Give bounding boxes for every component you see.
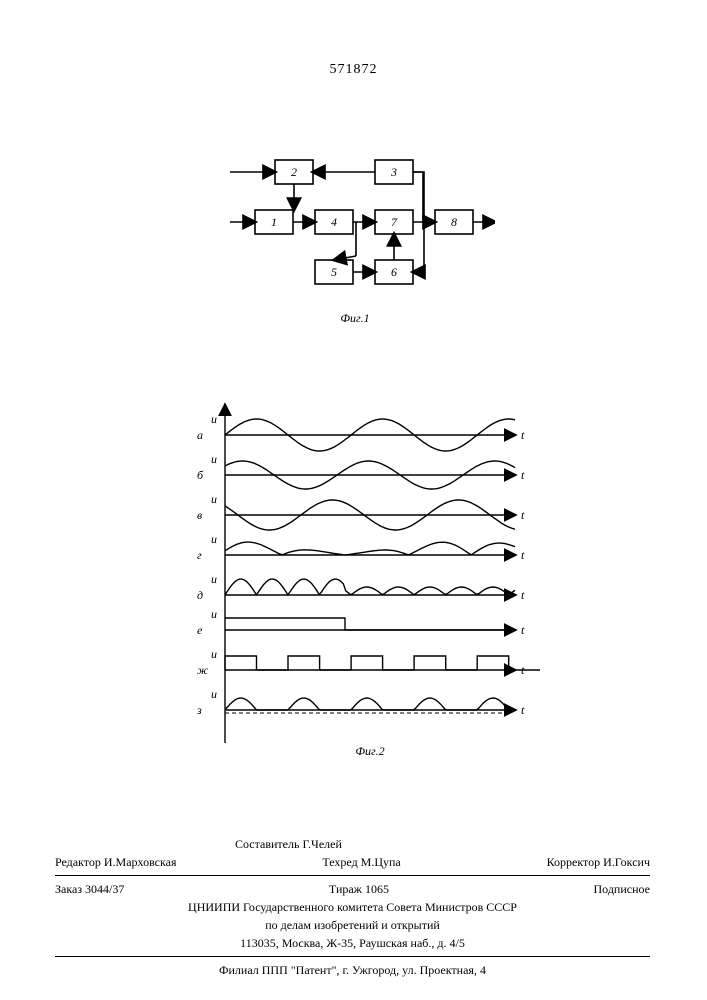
- svg-text:u: u: [211, 452, 217, 466]
- svg-text:4: 4: [331, 215, 337, 229]
- svg-text:u: u: [211, 492, 217, 506]
- svg-text:2: 2: [291, 165, 297, 179]
- svg-text:3: 3: [390, 165, 397, 179]
- svg-text:t: t: [521, 703, 525, 717]
- svg-text:t: t: [521, 588, 525, 602]
- branch-line: Филиал ППП "Патент", г. Ужгород, ул. Про…: [55, 961, 650, 979]
- svg-text:u: u: [211, 532, 217, 546]
- svg-text:u: u: [211, 412, 217, 426]
- svg-text:t: t: [521, 548, 525, 562]
- svg-text:t: t: [521, 428, 525, 442]
- svg-text:в: в: [197, 508, 202, 522]
- corrector-label: Корректор И.Гоксич: [547, 853, 650, 871]
- podpisnoe-label: Подписное: [594, 880, 651, 898]
- svg-text:5: 5: [331, 265, 337, 279]
- svg-text:t: t: [521, 623, 525, 637]
- svg-text:б: б: [197, 468, 204, 482]
- svg-text:u: u: [211, 687, 217, 701]
- order-label: Заказ 3044/37: [55, 880, 124, 898]
- footer-rule-2: [55, 956, 650, 957]
- svg-text:t: t: [521, 508, 525, 522]
- org-line-1: ЦНИИПИ Государственного комитета Совета …: [55, 898, 650, 916]
- svg-text:7: 7: [391, 215, 398, 229]
- techred-label: Техред М.Цупа: [322, 853, 400, 871]
- svg-text:д: д: [197, 588, 203, 602]
- footer-rule-1: [55, 875, 650, 876]
- svg-text:ж: ж: [197, 663, 208, 677]
- svg-text:1: 1: [271, 215, 277, 229]
- svg-text:u: u: [211, 607, 217, 621]
- compositor-label: Составитель Г.Челей: [235, 837, 342, 851]
- org-address: 113035, Москва, Ж-35, Раушская наб., д. …: [55, 934, 650, 952]
- svg-text:Фиг.2: Фиг.2: [355, 744, 384, 758]
- svg-text:u: u: [211, 572, 217, 586]
- figure-2: tаutбutвutгutдutеutжutзuФиг.2: [170, 395, 540, 765]
- footer-block: Составитель Г.Челей Редактор И.Марховска…: [55, 835, 650, 979]
- editor-label: Редактор И.Марховская: [55, 853, 177, 871]
- svg-text:6: 6: [391, 265, 397, 279]
- page-number: 571872: [0, 62, 707, 78]
- tirazh-label: Тираж 1065: [329, 880, 389, 898]
- svg-text:u: u: [211, 647, 217, 661]
- org-line-2: по делам изобретений и открытий: [55, 916, 650, 934]
- svg-text:г: г: [197, 548, 202, 562]
- figure-1: 1 2 3 4 5 6 7 8 Фиг.1: [215, 140, 495, 330]
- svg-text:8: 8: [451, 215, 457, 229]
- svg-text:е: е: [197, 623, 203, 637]
- svg-text:з: з: [196, 703, 202, 717]
- svg-text:t: t: [521, 468, 525, 482]
- svg-text:а: а: [197, 428, 203, 442]
- svg-text:Фиг.1: Фиг.1: [340, 311, 369, 325]
